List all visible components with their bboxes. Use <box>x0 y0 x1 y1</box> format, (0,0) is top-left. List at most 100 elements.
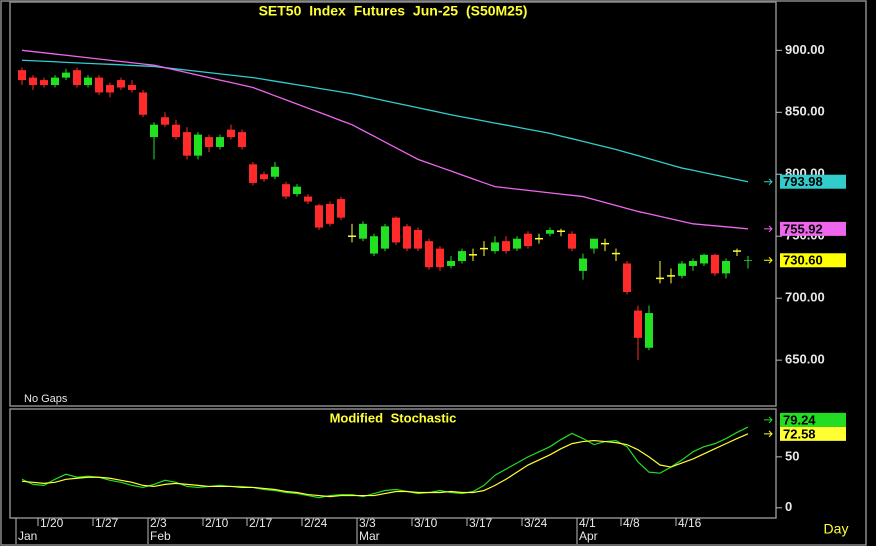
candle-body <box>227 129 235 138</box>
x-tick-label: 3/10 <box>414 516 438 530</box>
end-label-box <box>780 253 846 268</box>
chart-title: SET50 Index Futures Jun-25 (S50M25) <box>259 3 528 19</box>
end-label-box <box>780 412 846 427</box>
candle-body <box>18 70 26 81</box>
candle-body <box>249 164 257 183</box>
candle-body <box>414 230 422 249</box>
candle-body <box>29 77 37 86</box>
month-label: Apr <box>579 529 598 543</box>
candle-body <box>579 258 587 271</box>
candle-body <box>425 241 433 268</box>
month-label: Jan <box>18 529 37 543</box>
end-label: 72.58 <box>783 426 816 441</box>
candle-body <box>40 80 48 86</box>
y-tick-label: 650.00 <box>785 352 825 367</box>
candle-body <box>205 137 213 147</box>
y-tick-label: 50 <box>785 448 799 463</box>
end-label-box <box>780 174 846 189</box>
end-arrow <box>764 178 773 186</box>
candle-body <box>689 261 697 266</box>
price-panel <box>9 1 777 407</box>
candle-body <box>161 117 169 125</box>
candle-body <box>73 70 81 86</box>
y-tick-label: 850.00 <box>785 104 825 119</box>
candle-body <box>370 236 378 254</box>
candle-body <box>744 260 752 262</box>
candle-body <box>436 248 444 268</box>
moving-average <box>21 59 749 183</box>
candle-body <box>304 196 312 202</box>
end-label: 793.98 <box>783 174 823 189</box>
end-label: 730.60 <box>783 253 823 268</box>
candle-body <box>403 226 411 249</box>
candle-body <box>392 217 400 243</box>
month-label: Feb <box>150 529 171 543</box>
candle-body <box>711 254 719 274</box>
x-tick-label: 1/20 <box>40 516 64 530</box>
candle-body <box>337 199 345 218</box>
stochastic-line <box>21 433 749 498</box>
candle-body <box>700 254 708 264</box>
x-tick-label: 3/3 <box>359 516 376 530</box>
x-tick-label: 3/17 <box>469 516 493 530</box>
candle-body <box>51 77 59 86</box>
end-arrow <box>764 416 773 424</box>
end-label: 79.24 <box>783 412 816 427</box>
note: No Gaps <box>24 393 68 405</box>
candle-body <box>447 261 455 266</box>
candle-body <box>139 92 147 115</box>
candle-body <box>381 226 389 249</box>
candle-body <box>216 137 224 147</box>
moving-average <box>21 49 749 230</box>
y-tick-label: 0 <box>785 499 792 514</box>
end-arrow <box>764 225 773 233</box>
candle-body <box>183 132 191 156</box>
x-tick-label: 2/10 <box>205 516 229 530</box>
candle-body <box>238 132 246 147</box>
stochastic-panel <box>9 408 777 519</box>
y-tick-label: 900.00 <box>785 42 825 57</box>
x-tick-label: 2/3 <box>150 516 167 530</box>
candle-body <box>326 204 334 224</box>
period-label: Day <box>824 521 849 537</box>
candle-body <box>282 184 290 197</box>
candle-body <box>271 166 279 177</box>
x-tick-label: 3/24 <box>524 516 548 530</box>
candle-body <box>117 80 125 88</box>
x-tick-label: 1/27 <box>95 516 119 530</box>
x-tick-label: 2/17 <box>249 516 273 530</box>
candle-body <box>95 77 103 93</box>
candle-body <box>502 241 510 252</box>
candle-body <box>590 238 598 249</box>
candle-body <box>458 251 466 262</box>
x-tick-label: 4/8 <box>623 516 640 530</box>
candle-body <box>62 72 70 78</box>
candle-body <box>172 124 180 138</box>
candle-body <box>106 85 114 93</box>
candle-body <box>634 310 642 338</box>
candle-body <box>128 85 136 90</box>
month-label: Mar <box>359 529 380 543</box>
candle-body <box>722 261 730 274</box>
candle-body <box>194 134 202 156</box>
candle-body <box>315 205 323 228</box>
stochastic-title: Modified Stochastic <box>330 410 457 425</box>
candle-body <box>150 124 158 138</box>
candle-body <box>546 230 554 234</box>
candle-body <box>260 174 268 180</box>
end-arrow <box>764 430 773 438</box>
end-label-box <box>780 426 846 441</box>
candle-body <box>568 233 576 249</box>
candle-body <box>293 186 301 195</box>
candle-body <box>359 223 367 239</box>
x-tick-label: 2/24 <box>304 516 328 530</box>
candle-body <box>623 263 631 292</box>
end-arrow <box>764 256 773 264</box>
candle-body <box>491 242 499 252</box>
x-tick-label: 4/16 <box>678 516 702 530</box>
y-tick-label: 700.00 <box>785 290 825 305</box>
candle-body <box>678 263 686 276</box>
